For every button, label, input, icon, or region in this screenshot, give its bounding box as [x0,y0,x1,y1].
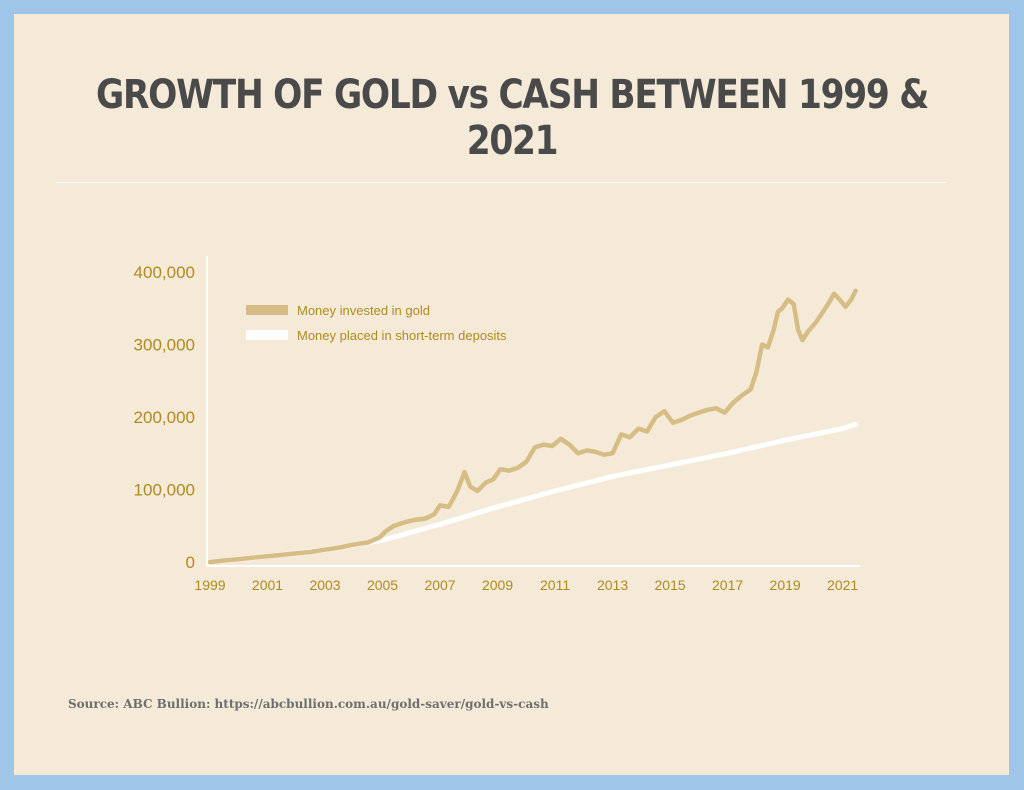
x-tick-label: 2015 [655,577,686,593]
source-note: Source: ABC Bullion: https://abcbullion.… [68,697,549,711]
legend-label-cash: Money placed in short-term deposits [297,328,507,343]
x-tick-label: 2007 [424,577,455,593]
y-tick-label: 200,000 [134,408,195,427]
gold-series-line [207,288,858,565]
x-tick-label: 2011 [540,577,570,593]
cash-series-line [207,421,859,565]
x-tick-label: 2003 [309,577,340,593]
chart-card [14,14,1009,775]
y-tick-label: 300,000 [134,336,195,355]
x-tick-label: 1999 [194,577,225,593]
legend-label-gold: Money invested in gold [297,303,430,318]
x-tick-label: 2005 [367,577,398,593]
x-tick-label: 2009 [482,577,513,593]
x-tick-label: 2013 [597,577,628,593]
y-tick-label: 0 [186,553,195,572]
axis-ticks: 0 100,000 200,000 300,000 400,000 1999 2001 200… [134,263,859,593]
chart-series [207,288,859,565]
x-tick-label: 2017 [712,577,743,593]
y-tick-label: 400,000 [134,263,195,282]
x-tick-label: 2001 [252,577,283,593]
chart-axes [206,256,860,567]
legend-swatch-gold [246,305,288,315]
x-tick-label: 2021 [827,577,858,593]
chart-legend: Money invested in gold Money placed in sh… [246,303,507,343]
x-tick-label: 2019 [770,577,801,593]
y-tick-label: 100,000 [134,481,195,500]
chart-title: GROWTH OF GOLD vs CASH BETWEEN 1999 & 20… [96,72,929,164]
legend-swatch-cash [246,330,288,340]
title-divider [56,182,946,183]
